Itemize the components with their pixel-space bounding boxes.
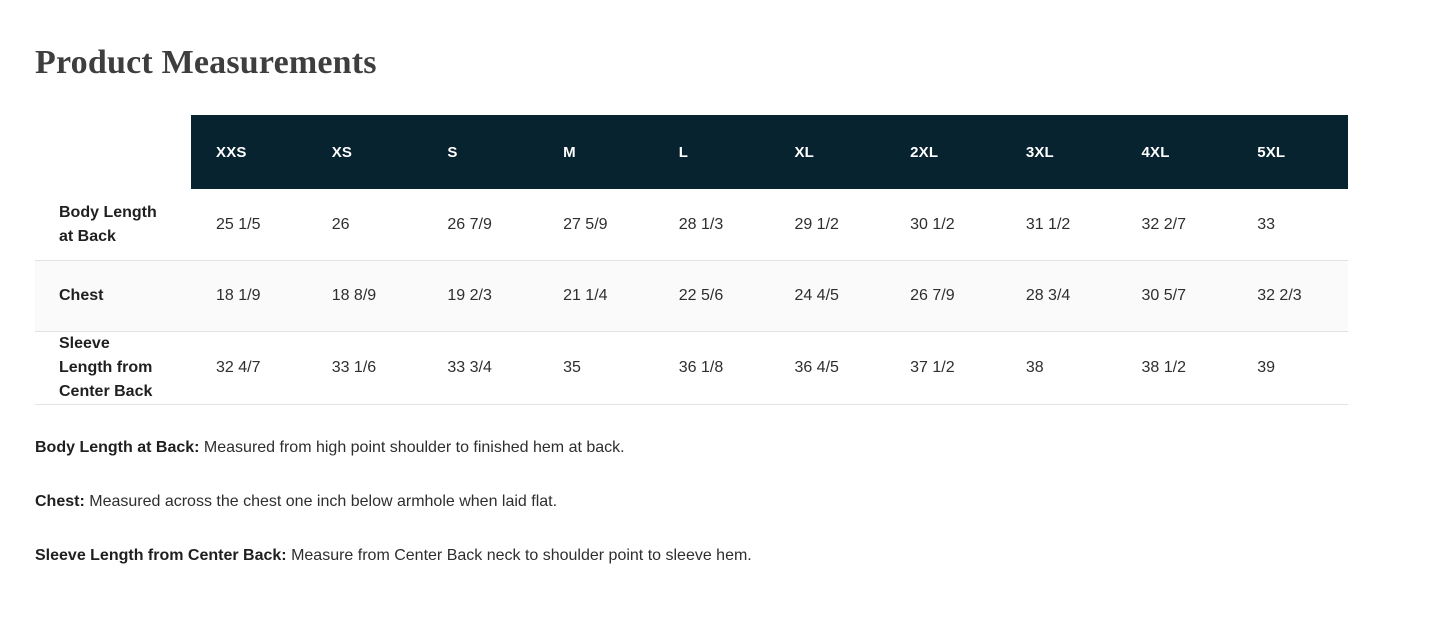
size-header-xs: XS (306, 115, 423, 190)
measurement-cell: 31 1/2 (1025, 215, 1071, 233)
measurement-cell: 18 1/9 (216, 286, 261, 304)
measurement-cell: 38 1/2 (1141, 358, 1186, 376)
table-row: Chest 18 1/9 18 8/9 19 2/3 21 1/4 22 5/6 24 4/… (35, 260, 1348, 332)
measurement-cell: 33 (1257, 215, 1275, 233)
measurement-cell: 28 1/3 (678, 215, 724, 233)
measurement-cell: 32 4/7 (216, 358, 261, 376)
measurement-cell: 19 2/3 (447, 286, 492, 304)
size-header-m: M (538, 115, 654, 190)
size-header-2xl: 2XL (885, 115, 1001, 190)
measurement-cell: 25 1/5 (216, 215, 261, 233)
measurement-cell: 21 1/4 (563, 286, 608, 304)
footnote-term: Chest: (35, 492, 85, 510)
page-title: Product Measurements (35, 44, 377, 81)
measurement-cell: 36 4/5 (794, 358, 839, 376)
row-label: Sleeve Length from Center Back (59, 334, 153, 400)
measurement-cell: 28 3/4 (1025, 286, 1071, 304)
measurement-cell: 29 1/2 (794, 215, 839, 233)
measurement-cell: 24 4/5 (794, 286, 839, 304)
size-header-l: L (653, 115, 770, 190)
size-header-xxs: XXS (191, 115, 307, 190)
measurement-cell: 18 8/9 (331, 286, 377, 304)
measurements-body: Body Length at Back 25 1/5 26 26 7/9 27 5/9 2… (35, 189, 1348, 405)
row-label: Chest (59, 286, 104, 304)
table-corner-cell (35, 115, 191, 190)
size-header-xl: XL (769, 115, 886, 190)
measurement-cell: 33 1/6 (331, 358, 377, 376)
measurement-cell: 39 (1257, 358, 1275, 376)
footnote-definition: Measured across the chest one inch below… (89, 492, 558, 510)
size-header-row: XXS XS S M L XL 2XL 3XL 4XL 5XL (35, 115, 1348, 190)
footnote: Sleeve Length from Center Back: Measure … (35, 545, 1442, 567)
footnote-definition: Measure from Center Back neck to shoulde… (291, 546, 752, 564)
size-chart-table: XXS XS S M L XL 2XL 3XL 4XL 5XL Body Length at Ba… (35, 115, 1348, 405)
footnotes: Body Length at Back: Measured from high … (35, 437, 1442, 567)
footnote-term: Body Length at Back: (35, 438, 200, 456)
measurement-cell: 33 3/4 (447, 358, 492, 376)
measurement-cell: 32 2/7 (1141, 215, 1186, 233)
size-header-3xl: 3XL (1000, 115, 1117, 190)
measurement-cell: 30 5/7 (1141, 286, 1186, 304)
measurement-cell: 26 (331, 215, 350, 233)
row-label: Body Length at Back (59, 203, 157, 245)
footnote-definition: Measured from high point shoulder to fin… (203, 438, 625, 456)
footnote-term: Sleeve Length from Center Back: (35, 546, 287, 564)
measurement-cell: 36 1/8 (678, 358, 724, 376)
measurement-cell: 26 7/9 (447, 215, 492, 233)
measurement-cell: 38 (1025, 358, 1044, 376)
footnote: Body Length at Back: Measured from high … (35, 437, 1442, 459)
table-row: Body Length at Back 25 1/5 26 26 7/9 27 5/9 2… (35, 189, 1348, 261)
measurement-cell: 32 2/3 (1257, 286, 1302, 304)
footnote: Chest: Measured across the chest one inc… (35, 491, 1442, 513)
measurement-cell: 27 5/9 (563, 215, 608, 233)
size-header-4xl: 4XL (1116, 115, 1233, 190)
measurement-cell: 37 1/2 (910, 358, 955, 376)
measurement-cell: 22 5/6 (678, 286, 724, 304)
measurement-cell: 26 7/9 (910, 286, 955, 304)
measurement-cell: 35 (563, 358, 581, 376)
size-header-5xl: 5XL (1232, 115, 1348, 190)
measurement-cell: 30 1/2 (910, 215, 955, 233)
size-header-s: S (422, 115, 539, 190)
table-row: Sleeve Length from Center Back 32 4/7 33 1… (35, 331, 1348, 405)
